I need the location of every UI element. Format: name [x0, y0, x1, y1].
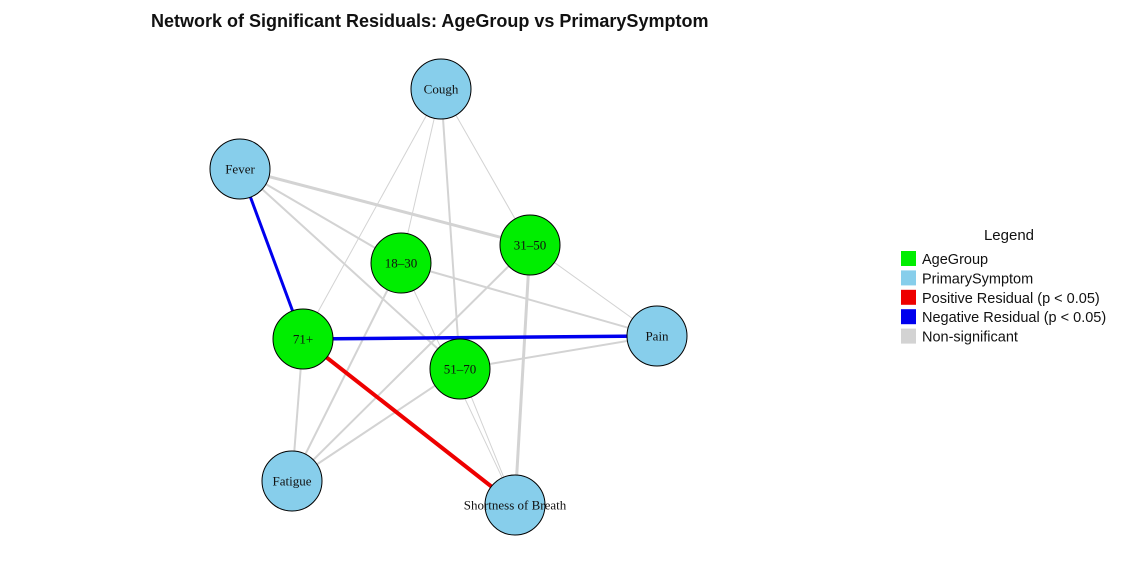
legend-title: Legend	[984, 227, 1034, 244]
edge-g51_70-pain	[459, 335, 658, 370]
edge-cough-g51_70	[440, 88, 461, 370]
legend-label: AgeGroup	[922, 252, 988, 268]
edge-g51_70-fatigue	[291, 368, 461, 482]
node-label: 51–70	[444, 362, 477, 377]
nodes-layer: Cough Fever 31–50 18–30 71+ Pain 51–70 Fatigue S…	[209, 58, 688, 536]
legend-item: PrimarySymptom	[901, 270, 1033, 287]
edge-cough-g71	[302, 88, 442, 340]
edge-g18_30-pain	[400, 262, 658, 337]
legend-label: Positive Residual (p < 0.05)	[922, 291, 1100, 307]
node-circle	[410, 58, 472, 120]
legend-label: Non-significant	[922, 330, 1018, 346]
node-circle	[272, 308, 334, 370]
edge-fever-g18_30	[239, 168, 402, 264]
node-circle	[261, 450, 323, 512]
legend-item: Negative Residual (p < 0.05)	[901, 309, 1106, 326]
legend-swatch	[901, 309, 916, 325]
node-circle	[626, 305, 688, 367]
legend-label: Negative Residual (p < 0.05)	[922, 310, 1106, 326]
legend-item: AgeGroup	[901, 251, 988, 268]
chart-title: Network of Significant Residuals: AgeGro…	[151, 11, 708, 31]
edges-layer	[238, 88, 659, 507]
node-label: Pain	[645, 329, 669, 344]
node-label: 31–50	[514, 238, 547, 253]
legend-swatch	[901, 328, 916, 344]
legend-swatch	[901, 251, 916, 266]
node-label: 18–30	[385, 256, 418, 271]
legend-swatch	[901, 289, 916, 305]
edge-g71-sob	[301, 337, 517, 507]
node-g51_70: 51–70	[429, 338, 491, 400]
legend-label: PrimarySymptom	[922, 271, 1033, 287]
node-label: Cough	[424, 82, 459, 97]
node-label: 71+	[293, 332, 313, 347]
node-cough: Cough	[410, 58, 472, 120]
node-circle	[499, 214, 561, 276]
legend-items: AgeGroup PrimarySymptom Positive Residual …	[901, 251, 1106, 346]
edge-g31_50-fatigue	[291, 244, 531, 482]
legend: Legend AgeGroup PrimarySymptom Positive Re…	[901, 227, 1106, 346]
edge-g71-pain	[301, 334, 659, 341]
node-circle	[484, 474, 546, 536]
node-g71: 71+	[272, 308, 334, 370]
node-sob: Shortness of Breath	[464, 474, 567, 536]
node-label: Shortness of Breath	[464, 498, 567, 513]
node-pain: Pain	[626, 305, 688, 367]
node-fever: Fever	[209, 138, 271, 200]
legend-item: Positive Residual (p < 0.05)	[901, 289, 1100, 307]
legend-item: Non-significant	[901, 328, 1018, 346]
node-fatigue: Fatigue	[261, 450, 323, 512]
node-g18_30: 18–30	[370, 232, 432, 294]
edge-fever-g31_50	[238, 167, 532, 247]
node-circle	[209, 138, 271, 200]
node-circle	[429, 338, 491, 400]
edge-g31_50-sob	[513, 243, 532, 507]
node-label: Fatigue	[273, 474, 312, 489]
node-g31_50: 31–50	[499, 214, 561, 276]
node-circle	[370, 232, 432, 294]
edge-fever-g51_70	[239, 168, 461, 370]
legend-swatch	[901, 270, 916, 286]
node-label: Fever	[225, 162, 255, 177]
